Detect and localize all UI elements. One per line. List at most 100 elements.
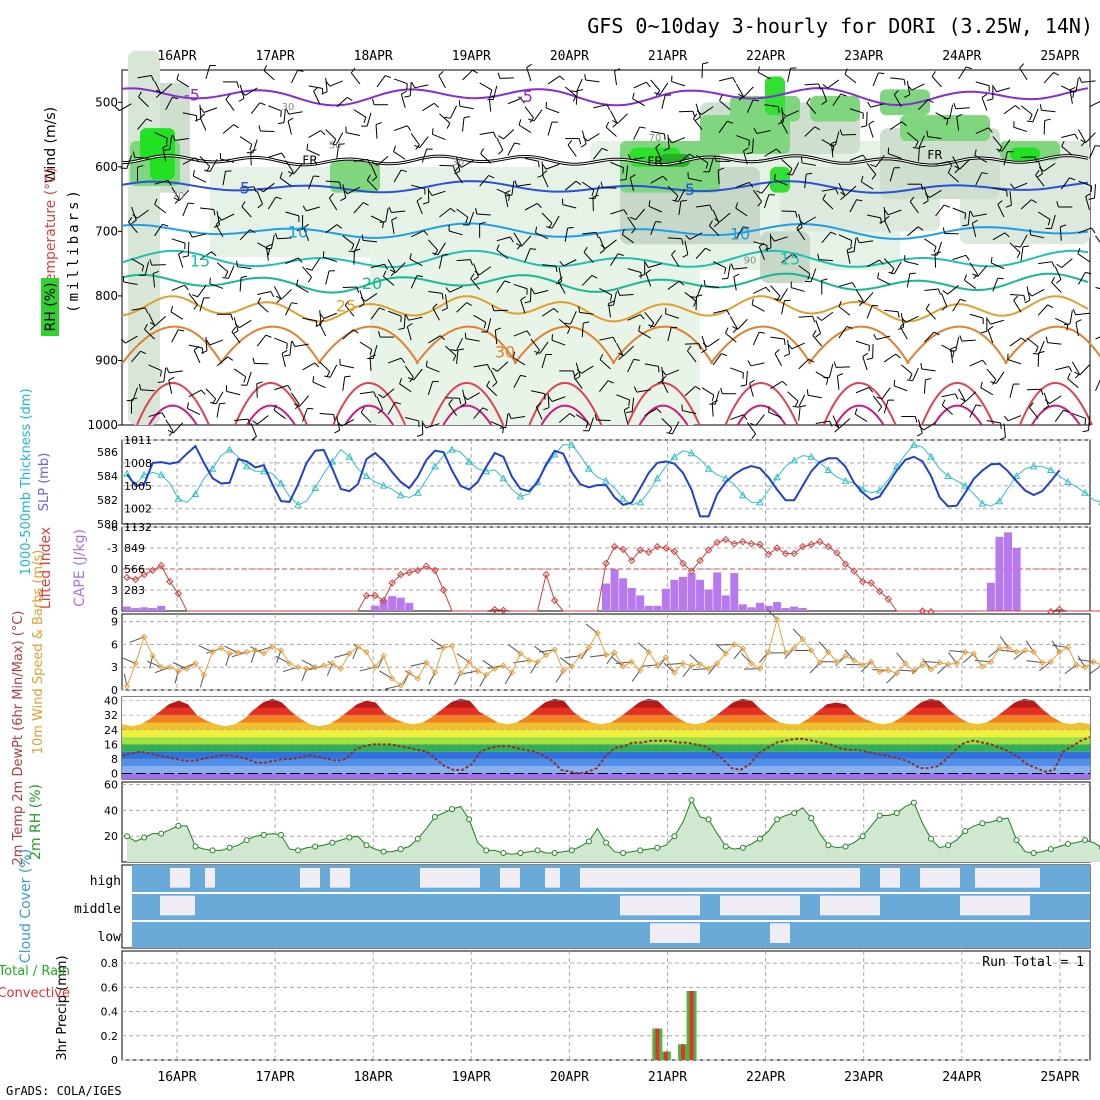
lifted-index-point [491,605,499,614]
wind-barb-flag [621,228,625,235]
wind-barb [432,307,440,321]
wind-barb [758,246,765,260]
wind-barb-flag [1085,271,1092,275]
wind-barb-flag [639,126,646,129]
wind-barb-flag [431,128,434,135]
wind-barb [924,288,939,291]
wind-barb [695,103,701,118]
wind-barb [199,297,205,312]
wind-speed-point [149,652,156,660]
wind-barb [277,237,292,240]
wind-barb-flag [257,297,262,304]
wind-speed-point [1047,658,1054,666]
surface-wind-barb [792,628,804,640]
surface-wind-barb [637,642,650,653]
wind-barb-flag [948,161,953,168]
wind-barb-flag [224,271,229,278]
wind-barb [581,275,593,286]
wind-speed-point [303,665,310,672]
wind-barb [372,344,378,359]
wind-barb [959,159,971,170]
wind-barb-flag [612,119,618,124]
wind-barb-flag [959,298,966,302]
temp-contour-40 [638,404,689,426]
lifted-index-point [679,559,687,568]
wind-barb [1095,235,1100,243]
wind-barb [518,124,532,133]
wind-barb-flag [633,386,638,393]
wind-barb [393,78,408,85]
wind-barb-flag [1061,140,1065,147]
lifted-index-line [126,539,1100,612]
temp-contour-40 [932,404,983,426]
slp-ytick: 1005 [124,480,152,493]
lifted-index-point [131,575,140,584]
wind-barb [283,108,286,123]
wind-speed-point [619,663,627,670]
wind-barb [717,170,720,185]
wind-barb [952,156,960,169]
wind-barb-flag [907,85,913,91]
wind-speed-point [722,650,729,657]
wind-barb-flag [992,379,997,385]
wind-barb [1088,416,1090,431]
wind-barb-flag [344,375,351,378]
wind-barb [605,126,617,137]
wind-speed-point [577,652,584,660]
wind-barb [535,406,543,420]
wind-barb [610,161,624,169]
wind-barb-flag [204,169,211,172]
wind-barb-flag [548,396,553,402]
wind-barb [1054,266,1062,280]
wind-barb-flag [1051,261,1055,268]
wind-barb [473,263,479,277]
wind-barb-flag [1038,166,1045,172]
wind-barb-flag [319,313,325,319]
wind-speed-point [1064,644,1072,651]
precip-convective-bar [663,1051,668,1060]
wind-barb-flag [927,99,934,103]
wind-barb [336,144,340,159]
wind-barb [735,226,744,240]
wind-barb-flag [252,357,255,364]
wind-barb-flag [486,364,491,371]
cape-bar [157,605,166,611]
wind-barb-flag [275,196,282,200]
wind-barb [845,185,857,196]
thickness-point [910,440,918,448]
wind-barb-flag [818,83,822,90]
wind-barb [787,340,791,355]
wind-barb [154,315,167,327]
thickness-point [704,464,713,472]
rh-shading-high [140,128,175,161]
wind-barb-flag [338,143,345,145]
wind-barb-flag [1020,337,1027,342]
wind-barb-flag [614,68,621,72]
wind-barb [366,112,372,127]
lifted-index-point [645,548,653,556]
wind-barb [770,380,783,390]
rh-shading [760,231,810,283]
rh-shading-high [770,166,790,193]
wind-barb-flag [649,322,655,329]
wind-barb [470,278,481,290]
wind-barb-flag [844,68,848,75]
wind-barb [935,160,950,165]
wind-barb [383,276,395,286]
cape-bar [131,608,140,611]
date-label-bottom: 17APR [256,1070,295,1085]
wind-barb [1020,199,1032,210]
wind-barb-flag [822,84,828,89]
wind-barb-flag [149,259,153,266]
wind-barb-flag [131,219,137,225]
surface-wind-barb [456,653,470,663]
wind-barb-flag [193,304,198,310]
wind-barb-flag [194,157,200,163]
wind-barb-flag [1027,291,1033,297]
wind-barb-flag [903,79,906,86]
wind-barb-flag [743,226,750,229]
wind-barb-flag [696,294,703,297]
wind-barb-flag [1072,91,1075,99]
wind-barb [551,215,560,229]
wind-barb-flag [868,120,875,125]
